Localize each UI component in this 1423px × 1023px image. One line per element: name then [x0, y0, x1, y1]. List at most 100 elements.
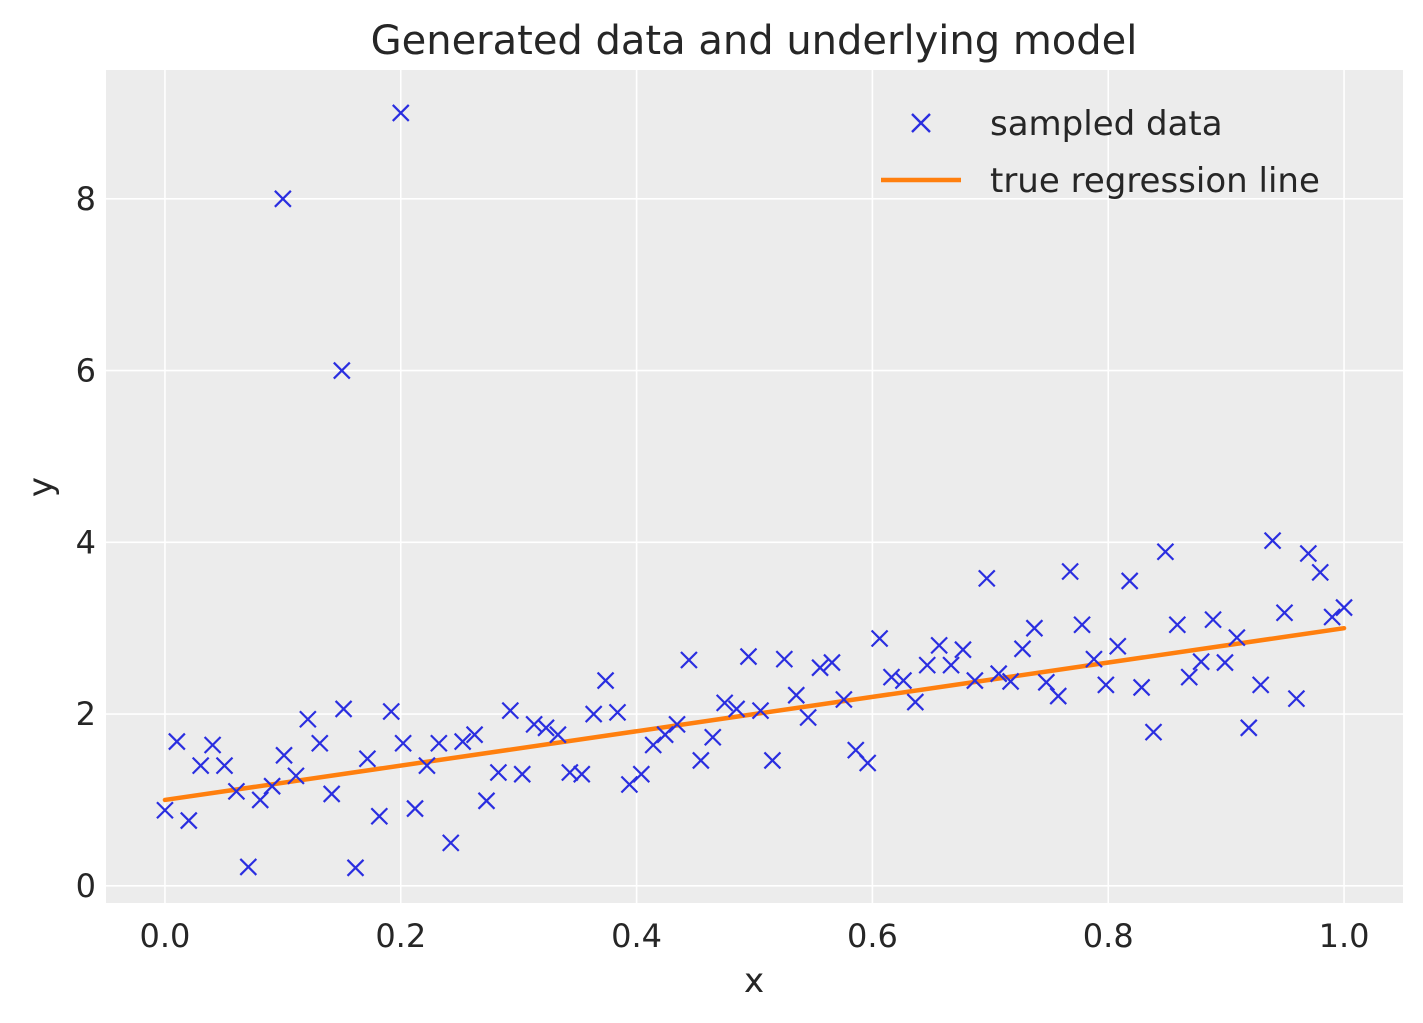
- data-point: [358, 749, 377, 768]
- x-tick-label: 0.0: [140, 917, 191, 955]
- data-point: [799, 708, 817, 727]
- grid-layer: [106, 70, 1403, 903]
- data-point: [406, 799, 424, 818]
- data-point: [584, 705, 603, 723]
- x-tick-label: 0.4: [611, 917, 662, 955]
- y-tick-label: 6: [76, 352, 96, 390]
- data-point: [680, 651, 698, 669]
- data-point: [942, 656, 960, 674]
- data-point: [1001, 672, 1020, 691]
- data-point: [930, 636, 948, 655]
- data-point: [465, 725, 484, 744]
- data-point: [644, 736, 662, 754]
- data-point: [215, 756, 234, 775]
- data-point: [489, 763, 508, 782]
- data-point: [239, 858, 258, 876]
- data-point: [525, 715, 543, 734]
- data-point: [739, 647, 758, 666]
- data-point: [918, 656, 937, 674]
- data-point: [1085, 650, 1103, 668]
- data-point: [620, 775, 639, 794]
- legend-marker-x-icon: [911, 113, 931, 133]
- data-point: [775, 650, 794, 668]
- y-axis-label: y: [21, 477, 61, 497]
- data-point: [346, 859, 365, 877]
- data-point: [1061, 562, 1079, 581]
- data-point: [751, 701, 770, 720]
- data-point: [894, 671, 913, 690]
- data-point: [322, 785, 341, 803]
- data-point: [1073, 615, 1091, 634]
- data-point: [989, 664, 1008, 683]
- legend: sampled data true regression line: [881, 104, 1320, 201]
- data-point: [1013, 640, 1032, 658]
- y-tick-label: 2: [76, 695, 96, 733]
- data-point: [477, 792, 496, 810]
- data-point: [1323, 608, 1341, 626]
- data-point: [191, 756, 210, 775]
- data-point: [1228, 628, 1246, 647]
- line-layer: [162, 625, 1347, 803]
- data-point: [333, 361, 351, 380]
- data-point: [870, 629, 889, 648]
- data-point: [156, 801, 174, 820]
- x-axis-label: x: [744, 961, 764, 1001]
- data-point: [537, 719, 555, 737]
- data-point: [1097, 676, 1115, 694]
- data-point: [787, 686, 806, 704]
- data-point: [715, 694, 734, 712]
- data-point: [168, 732, 186, 751]
- chart-title: Generated data and underlying model: [371, 18, 1138, 64]
- data-point: [179, 811, 198, 830]
- data-point: [1037, 673, 1056, 692]
- data-point: [608, 703, 627, 722]
- legend-label-true-regression-line: true regression line: [990, 161, 1320, 201]
- data-point: [453, 732, 472, 751]
- data-point: [251, 791, 270, 809]
- plot-background: [106, 70, 1403, 903]
- marker-layer: [156, 104, 1353, 877]
- data-point: [394, 734, 412, 753]
- data-point: [823, 653, 841, 672]
- x-tick-label: 0.2: [375, 917, 426, 955]
- data-point: [1287, 689, 1306, 708]
- data-point: [978, 569, 996, 588]
- data-point: [299, 710, 317, 729]
- data-point: [1120, 572, 1139, 590]
- data-point: [692, 751, 710, 770]
- data-point: [1216, 653, 1234, 672]
- data-point: [227, 782, 246, 801]
- y-tick-label: 0: [76, 867, 96, 905]
- x-tick-label: 1.0: [1319, 917, 1370, 955]
- data-point: [596, 671, 615, 690]
- data-point: [441, 834, 460, 852]
- x-tick-label: 0.8: [1083, 917, 1134, 955]
- data-point: [811, 658, 829, 677]
- data-point: [370, 807, 389, 826]
- data-point: [727, 700, 746, 718]
- data-point: [1132, 678, 1151, 697]
- legend-entry-sampled-data: sampled data: [911, 104, 1223, 144]
- data-point: [1299, 544, 1318, 563]
- legend-label-sampled-data: sampled data: [990, 104, 1223, 144]
- data-point: [203, 736, 222, 754]
- data-point: [632, 765, 651, 783]
- data-point: [263, 777, 281, 795]
- data-point: [668, 715, 686, 734]
- data-point: [1204, 610, 1222, 629]
- data-point: [882, 668, 901, 686]
- data-point: [763, 751, 782, 770]
- data-point: [1180, 668, 1199, 686]
- data-point: [418, 756, 436, 775]
- data-point: [858, 754, 877, 772]
- data-point: [1192, 652, 1210, 671]
- data-point: [274, 190, 292, 208]
- data-point: [275, 746, 293, 765]
- data-point: [1311, 563, 1330, 582]
- data-point: [430, 734, 448, 753]
- data-point: [1251, 676, 1270, 694]
- data-point: [310, 734, 329, 753]
- data-point: [1156, 542, 1175, 561]
- y-tick-label: 4: [76, 523, 96, 561]
